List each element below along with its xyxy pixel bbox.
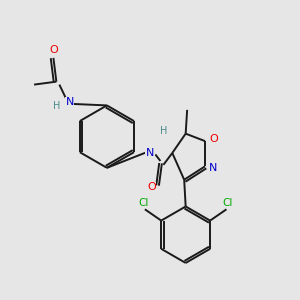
Text: Cl: Cl xyxy=(223,198,233,208)
Text: N: N xyxy=(66,98,74,107)
Text: H: H xyxy=(160,126,167,136)
Text: H: H xyxy=(53,101,60,111)
Text: O: O xyxy=(49,45,58,56)
Text: O: O xyxy=(209,134,218,144)
Text: O: O xyxy=(147,182,156,192)
Text: Cl: Cl xyxy=(138,198,148,208)
Text: N: N xyxy=(146,148,154,158)
Text: N: N xyxy=(209,163,218,173)
